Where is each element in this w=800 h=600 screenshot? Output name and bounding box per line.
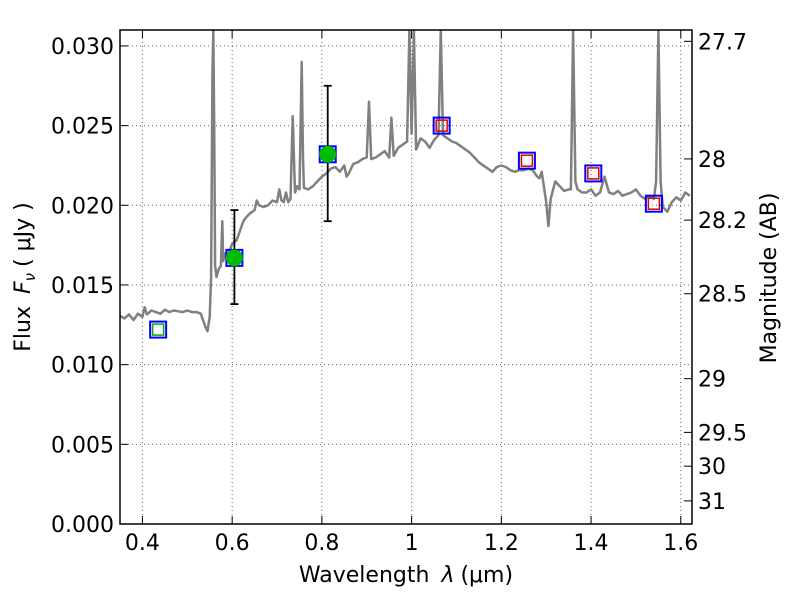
y2-tick-label: 30 — [698, 455, 726, 480]
x-tick-label: 1.4 — [574, 531, 609, 556]
plot-area — [120, 30, 691, 339]
x-tick-label: 1.2 — [484, 531, 519, 556]
model-square — [517, 151, 536, 170]
y2-tick-label: 29.5 — [698, 421, 747, 446]
y-axis-label-subscript: ν — [21, 273, 39, 281]
y2-tick-label: 28.2 — [698, 209, 747, 234]
model-square — [584, 164, 603, 183]
x-tick-label: 1.6 — [663, 531, 698, 556]
grid — [120, 30, 692, 525]
x-tick-label: 0.4 — [125, 531, 160, 556]
x-tick-label: 0.6 — [215, 531, 250, 556]
y-tick-label: 0.010 — [51, 354, 114, 379]
y-tick-label: 0.030 — [51, 35, 114, 60]
spectrum-line — [120, 30, 691, 333]
y-tick-label: 0.020 — [51, 194, 114, 219]
axes: 0.4 0.6 0.8 1 1.2 1.4 1.6 0.000 0.005 0.010 0.015 0… — [51, 29, 747, 556]
x-axis-label: Wavelength λ (μm) — [299, 563, 513, 588]
plot-frame — [119, 29, 693, 525]
y-axis-label-symbol: F — [11, 281, 36, 294]
y2-tick-label: 28.5 — [698, 283, 747, 308]
model-square-inner — [647, 197, 661, 210]
x-axis-label-symbol: λ — [440, 563, 454, 588]
y-tick-label: 0.000 — [51, 513, 114, 538]
y2-tick-label: 29 — [698, 368, 726, 393]
x-axis-label-text: Wavelength — [299, 563, 430, 588]
y2-tick-label: 31 — [698, 490, 726, 515]
y-tick-label: 0.025 — [51, 115, 114, 140]
y-tick-label: 0.005 — [51, 433, 114, 458]
model-square — [149, 320, 168, 339]
y2-tick-label: 27.7 — [698, 30, 747, 55]
model-square-inner — [587, 167, 600, 180]
model-square — [644, 194, 663, 213]
x-tick-label: 0.8 — [304, 531, 339, 556]
x-axis-label-unit: (μm) — [460, 563, 513, 588]
y-tick-label: 0.015 — [51, 274, 114, 299]
y2-axis-label: Magnitude (AB) — [757, 193, 782, 364]
y2-tick-label: 28 — [698, 148, 726, 173]
observed-point — [225, 249, 243, 267]
observed-point — [319, 145, 337, 163]
model-square-inner — [435, 119, 448, 132]
model-square — [432, 116, 451, 135]
x-tick-label: 1 — [405, 531, 419, 556]
model-square-inner — [520, 154, 534, 167]
y-axis-label-text: Flux — [11, 306, 36, 352]
y-axis-label-unit: ( μJy ) — [11, 202, 36, 267]
model-square-inner — [151, 323, 165, 336]
y-axis-label: Flux Fν ( μJy ) — [11, 202, 39, 351]
